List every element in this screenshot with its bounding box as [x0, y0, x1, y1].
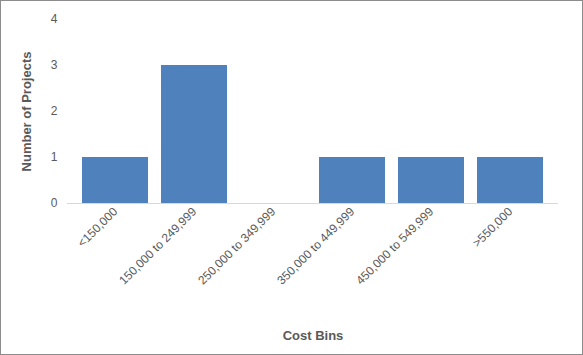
svg-text:350,000 to 449,999: 350,000 to 449,999 [274, 204, 357, 287]
svg-text:450,000 to 549,999: 450,000 to 549,999 [353, 204, 436, 287]
svg-text:250,000 to 349,999: 250,000 to 349,999 [195, 204, 278, 287]
svg-text:2: 2 [51, 104, 58, 118]
svg-text:0: 0 [51, 196, 58, 210]
svg-text:3: 3 [51, 58, 58, 72]
svg-text:Cost Bins: Cost Bins [283, 328, 344, 343]
svg-text:<150,000: <150,000 [75, 204, 121, 250]
svg-text:Number of Projects: Number of Projects [19, 52, 34, 172]
svg-text:150,000 to 249,999: 150,000 to 249,999 [116, 204, 199, 287]
svg-text:4: 4 [51, 12, 58, 26]
svg-text:1: 1 [51, 150, 58, 164]
svg-text:>550,000: >550,000 [470, 204, 516, 250]
